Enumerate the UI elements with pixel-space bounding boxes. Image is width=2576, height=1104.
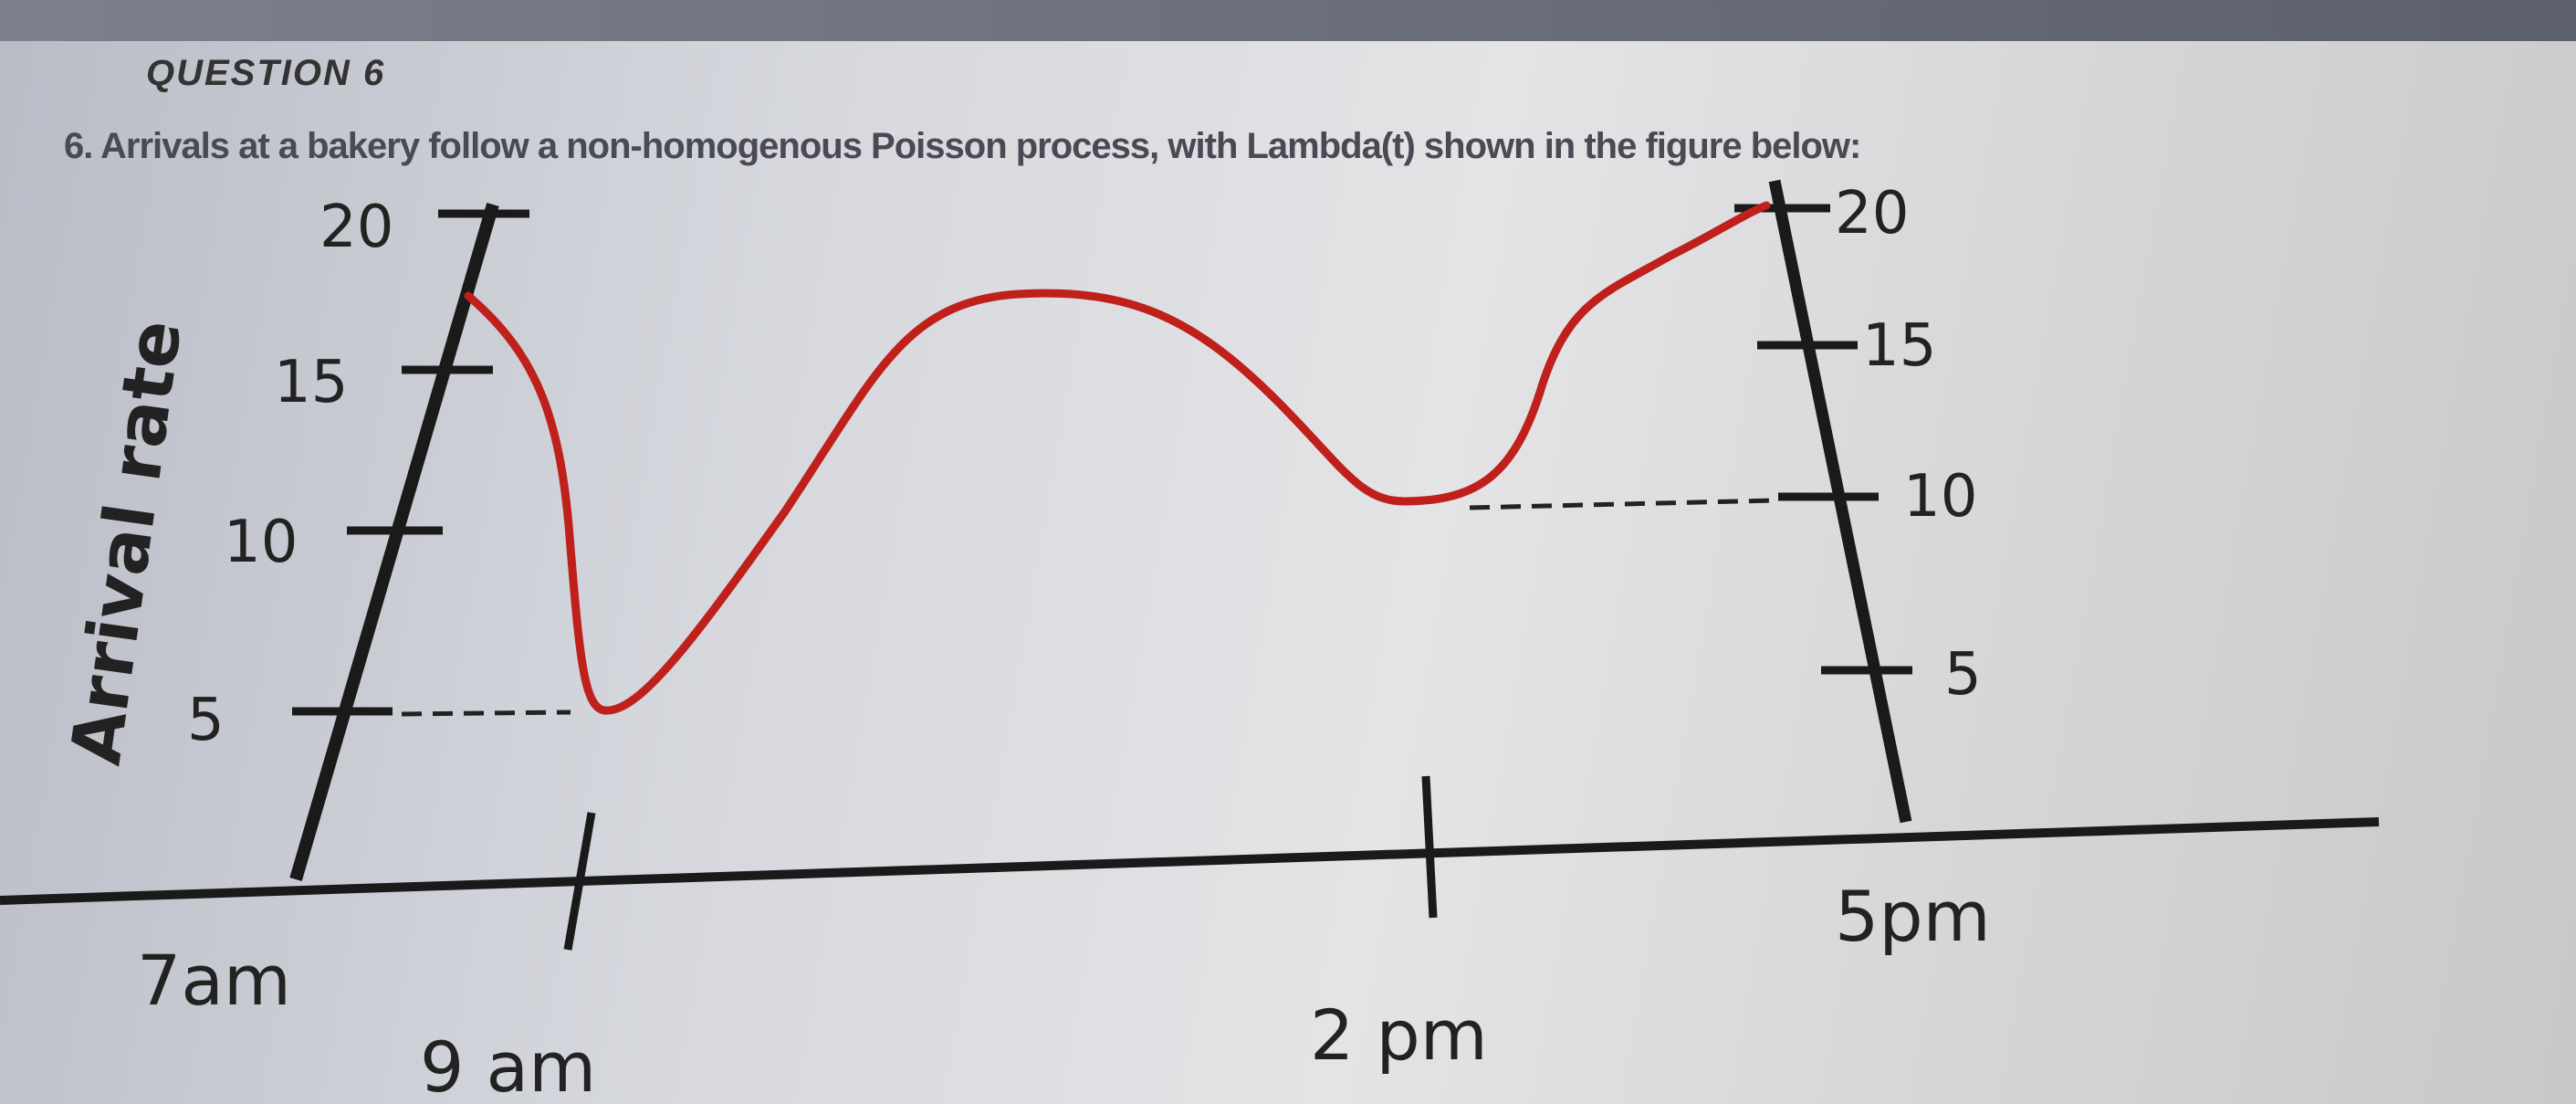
x-tick-label-7am: 7am — [137, 940, 291, 1021]
x-tick-label-2pm: 2 pm — [1310, 994, 1488, 1076]
left-tick-label-5: 5 — [187, 687, 225, 754]
x-tick-label-5pm: 5pm — [1835, 876, 1991, 957]
right-tick-label-10: 10 — [1903, 463, 1977, 531]
left-tick-label-10: 10 — [224, 509, 298, 576]
left-tick-label-15: 15 — [274, 349, 348, 416]
right-tick-label-15: 15 — [1862, 312, 1936, 380]
left-y-axis — [289, 203, 499, 881]
left-tick-label-20: 20 — [319, 194, 393, 261]
y-axis-label: Arrival rate — [55, 315, 197, 769]
right-tick-label-20: 20 — [1835, 180, 1909, 247]
x-tick-9am — [563, 812, 596, 951]
screen-top-bar — [0, 0, 2576, 41]
question-heading: QUESTION 6 — [146, 53, 386, 93]
lambda-curve — [464, 201, 1771, 715]
reference-line-10 — [1469, 498, 1776, 510]
x-axis — [0, 817, 2380, 905]
right-tick-label-5: 5 — [1944, 641, 1982, 709]
reference-line-5 — [401, 710, 571, 717]
x-tick-label-9am: 9 am — [420, 1026, 596, 1104]
question-text: 6. Arrivals at a bakery follow a non-hom… — [64, 126, 1861, 166]
x-tick-2pm — [1421, 775, 1438, 919]
right-y-axis — [1768, 179, 1912, 824]
